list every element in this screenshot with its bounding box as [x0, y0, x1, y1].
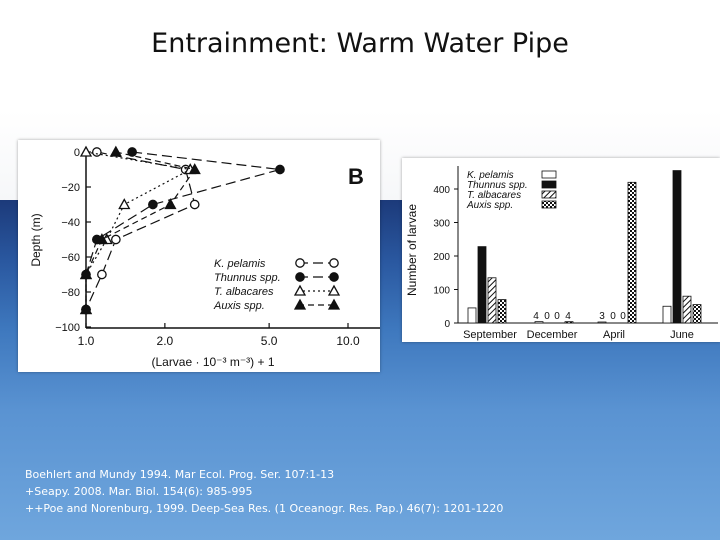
bar [564, 321, 574, 324]
data-label: 0 [554, 311, 560, 322]
panel-label: B [348, 164, 364, 189]
y-tick-label: 0 [444, 319, 450, 330]
citation-3: ++Poe and Norenburg, 1999. Deep-Sea Res.… [25, 502, 504, 515]
x-axis-title: (Larvae · 10⁻³ m⁻³) + 1 [151, 355, 274, 369]
y-tick-label: −80 [61, 287, 80, 299]
bar [497, 299, 507, 324]
legend-label: Thunnus spp. [214, 272, 281, 284]
legend-marker [295, 258, 305, 268]
bar [534, 321, 544, 324]
y-axis-title: Depth (m) [29, 213, 43, 266]
y-tick-label: −40 [61, 217, 80, 229]
legend-swatch [541, 190, 557, 199]
y-tick-label: 400 [433, 185, 450, 196]
legend-marker [293, 298, 307, 310]
legend-marker [295, 272, 305, 282]
x-tick-label: 10.0 [336, 334, 360, 348]
legend-label: T. albacares [467, 190, 521, 201]
legend-marker [327, 284, 341, 296]
series-line-0 [85, 151, 196, 310]
y-tick-label: 200 [433, 252, 450, 263]
legend-marker [327, 298, 341, 310]
data-point [275, 164, 285, 175]
data-point [79, 303, 93, 315]
bar [672, 170, 682, 324]
legend-marker [293, 284, 307, 296]
data-label: 0 [610, 311, 616, 322]
legend-label: T. albacares [214, 286, 274, 298]
data-point [127, 147, 137, 157]
legend-label: K. pelamis [467, 170, 514, 181]
y-tick-label: 0 [74, 147, 80, 159]
bar [692, 304, 702, 324]
y-tick-label: −100 [55, 322, 80, 334]
y-tick-label: −60 [61, 252, 80, 264]
bar [682, 295, 692, 324]
y-tick-label: 300 [433, 219, 450, 230]
legend-swatch [541, 170, 557, 179]
x-category-label: December [527, 329, 578, 341]
y-tick-label: 100 [433, 286, 450, 297]
x-category-label: September [463, 329, 517, 341]
data-point [164, 198, 177, 210]
y-tick-label: −20 [61, 182, 80, 194]
data-point [189, 199, 200, 210]
x-tick-label: 5.0 [261, 334, 278, 348]
data-label: 3 [599, 311, 605, 322]
bar [627, 181, 637, 324]
larvae-count-chart: 0 100 200 300 400 Number of larvae September De… [402, 158, 720, 342]
bar [662, 305, 672, 324]
slide-title: Entrainment: Warm Water Pipe [151, 28, 569, 59]
y-axis-title: Number of larvae [405, 204, 419, 296]
bar [487, 277, 497, 324]
series-line-3 [85, 151, 196, 310]
citation-1: Boehlert and Mundy 1994. Mar Ecol. Prog.… [25, 468, 335, 481]
data-point [79, 145, 93, 157]
citation-2: +Seapy. 2008. Mar. Biol. 154(6): 985-995 [25, 485, 253, 498]
data-label: 4 [533, 311, 539, 322]
legend-swatch [541, 180, 557, 189]
data-point [148, 199, 158, 210]
series-line-1 [85, 151, 281, 310]
bar [597, 321, 607, 324]
data-point [188, 163, 201, 175]
data-point [109, 145, 122, 157]
data-point [95, 233, 109, 245]
legend-marker [329, 258, 339, 268]
series-line-2 [85, 151, 193, 310]
data-point [118, 198, 131, 210]
legend-label: Auxis spp. [466, 200, 513, 211]
depth-profile-chart: 0 −20 −40 −60 −80 −100 1.0 2.0 5.0 10.0 Depth (m) (… [18, 140, 380, 372]
data-point [97, 269, 107, 280]
legend-label: K. pelamis [214, 258, 266, 270]
citations: Boehlert and Mundy 1994. Mar Ecol. Prog.… [25, 466, 503, 517]
data-label: 4 [565, 311, 571, 322]
bar [477, 246, 487, 324]
x-category-label: April [603, 329, 625, 341]
legend-label: Thunnus spp. [467, 180, 528, 191]
data-label: 0 [544, 311, 550, 322]
x-tick-label: 2.0 [157, 334, 174, 348]
data-point [91, 147, 102, 157]
x-tick-label: 1.0 [78, 334, 95, 348]
legend-swatch [541, 200, 557, 209]
data-point [79, 268, 93, 280]
x-category-label: June [670, 329, 694, 341]
legend-marker [329, 272, 339, 282]
bar [467, 307, 477, 324]
legend-label: Auxis spp. [213, 300, 265, 312]
data-label: 0 [620, 311, 626, 322]
data-point [111, 234, 121, 245]
